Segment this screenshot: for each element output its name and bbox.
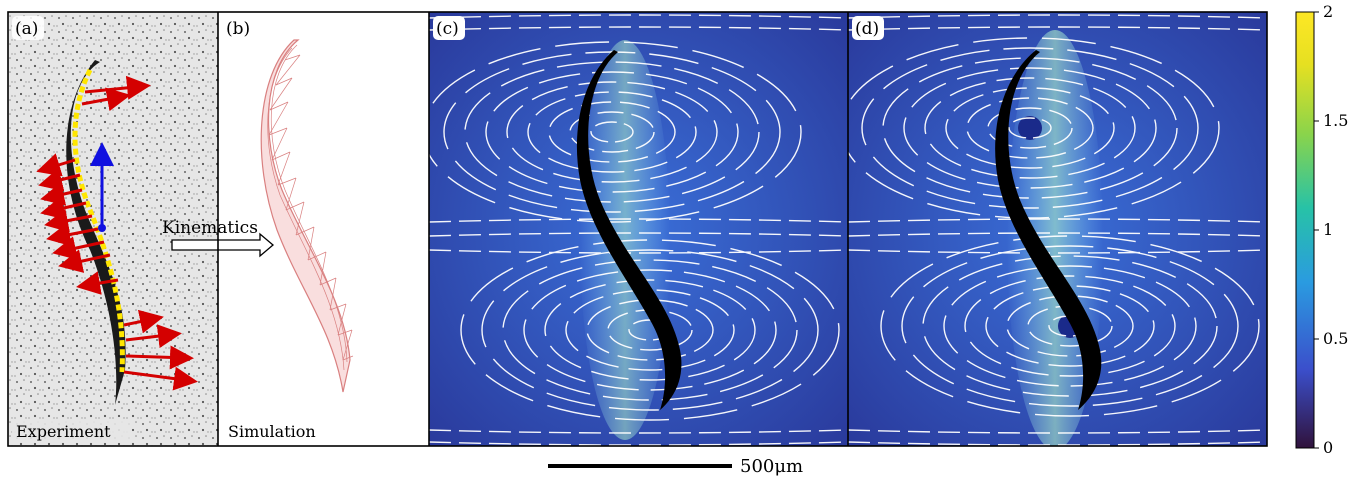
panel-label-b: (b) xyxy=(226,19,250,39)
mesh-lines xyxy=(267,44,354,371)
panel-flow-c xyxy=(429,12,848,446)
center-of-mass xyxy=(98,224,106,232)
streamline xyxy=(460,239,840,421)
streamline xyxy=(506,81,718,183)
streamline xyxy=(945,87,1115,169)
streamline xyxy=(544,279,756,381)
streamline xyxy=(429,26,848,31)
streamline xyxy=(565,289,735,371)
panel-experiment xyxy=(8,12,218,446)
streamline xyxy=(985,285,1155,367)
colorbar-tick-label: 2 xyxy=(1323,2,1333,21)
force-arrows xyxy=(36,75,198,391)
colorbar-tick-label: 1.5 xyxy=(1323,111,1348,130)
streamline xyxy=(987,107,1073,149)
streamline xyxy=(481,249,819,411)
kinematics-label: Kinematics xyxy=(162,218,258,238)
worm-silhouette-c xyxy=(576,50,682,410)
streamlines-c xyxy=(429,14,848,446)
panel-labels: (a) (b) (c) (d) xyxy=(12,16,884,40)
worm-centerline xyxy=(72,68,125,373)
streamline xyxy=(429,441,848,446)
streamline xyxy=(569,111,655,153)
streamlines-d xyxy=(848,14,1267,446)
streamline xyxy=(848,232,1267,237)
panel-label-a: (a) xyxy=(15,19,38,39)
streamline xyxy=(1006,295,1134,357)
streamline xyxy=(924,77,1136,179)
streamline xyxy=(848,429,1267,434)
vortex-core-upper xyxy=(1018,116,1042,140)
caption-simulation: Simulation xyxy=(228,422,316,441)
colorbar-tick-label: 0.5 xyxy=(1323,329,1348,348)
streamline xyxy=(880,235,1260,417)
streamline xyxy=(429,14,848,19)
streamline xyxy=(922,255,1218,397)
streamline xyxy=(502,259,798,401)
streamline xyxy=(848,441,1267,446)
caption-experiment: Experiment xyxy=(16,422,111,441)
worm-body xyxy=(66,60,126,405)
streamline xyxy=(429,232,848,237)
streamline xyxy=(429,41,802,223)
scale-bar: 500μm xyxy=(548,456,803,477)
streamline xyxy=(903,67,1157,189)
panel-frames xyxy=(7,11,1268,447)
streamline xyxy=(848,26,1267,31)
streamline xyxy=(429,249,848,254)
streamline xyxy=(464,61,760,203)
streamline xyxy=(848,218,1267,223)
panel-simulation xyxy=(218,12,429,446)
streamline xyxy=(485,71,739,193)
mesh-body xyxy=(260,39,351,393)
streamline xyxy=(848,249,1267,254)
kinematics-arrow: Kinematics xyxy=(162,218,275,258)
streamline xyxy=(964,275,1176,377)
panel-flow-d xyxy=(848,12,1267,446)
colorbar-tick-label: 1 xyxy=(1323,220,1333,239)
streamline xyxy=(523,269,777,391)
streamline xyxy=(901,245,1239,407)
streamline xyxy=(966,97,1094,159)
streamline xyxy=(848,37,1220,219)
streamline xyxy=(590,121,634,143)
streamline xyxy=(429,218,848,223)
streamline xyxy=(943,265,1197,387)
panel-label-d: (d) xyxy=(855,19,879,39)
streamline xyxy=(586,299,714,361)
panel-label-c: (c) xyxy=(436,19,459,39)
colorbar: 0 0.5 1 1.5 2 xyxy=(1295,2,1348,457)
scale-bar-label: 500μm xyxy=(740,456,803,477)
streamline xyxy=(1008,117,1052,139)
streamline xyxy=(861,47,1199,209)
streamline xyxy=(429,429,848,434)
streamline xyxy=(527,91,697,173)
worm-silhouette-d xyxy=(995,50,1102,410)
colorbar-tick-label: 0 xyxy=(1323,438,1333,457)
streamline xyxy=(882,57,1178,199)
streamline xyxy=(848,14,1267,19)
streamline xyxy=(548,101,676,163)
